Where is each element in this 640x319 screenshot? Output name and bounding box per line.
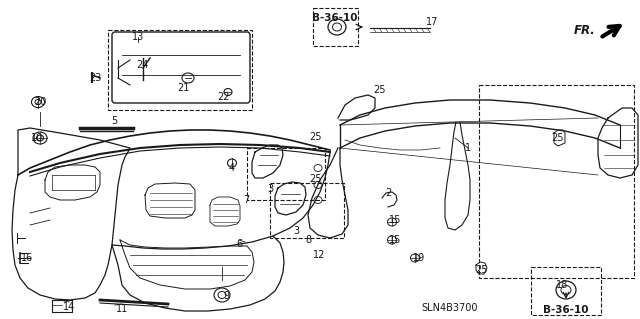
Bar [313, 8, 358, 46]
Text: 5: 5 [111, 116, 117, 126]
Bar [247, 148, 325, 200]
Text: 25: 25 [374, 85, 387, 95]
Text: 9: 9 [223, 291, 229, 301]
Bar [531, 267, 601, 315]
Text: 7: 7 [243, 195, 249, 205]
Text: 10: 10 [31, 133, 43, 143]
Text: 23: 23 [89, 73, 101, 83]
Text: 13: 13 [132, 32, 144, 42]
Text: 25: 25 [308, 174, 321, 184]
Text: 18: 18 [556, 280, 568, 290]
Text: 17: 17 [426, 17, 438, 27]
Text: 6: 6 [236, 239, 242, 249]
Text: 15: 15 [389, 215, 401, 225]
Text: 21: 21 [177, 83, 189, 93]
Bar [270, 183, 344, 238]
Text: 4: 4 [229, 163, 235, 173]
Text: 25: 25 [308, 132, 321, 142]
Text: 16: 16 [21, 253, 33, 263]
Text: 3: 3 [293, 226, 299, 236]
Text: 15: 15 [389, 235, 401, 245]
Text: FR.: FR. [573, 24, 595, 36]
Text: 11: 11 [116, 304, 128, 314]
Text: 2: 2 [385, 188, 391, 198]
Text: 25: 25 [552, 133, 564, 143]
Text: 8: 8 [305, 235, 311, 245]
Text: 22: 22 [218, 92, 230, 102]
Text: 19: 19 [413, 253, 425, 263]
Text: 1: 1 [465, 143, 471, 153]
Text: 24: 24 [136, 60, 148, 70]
Text: 25: 25 [475, 265, 487, 275]
Text: 3: 3 [267, 184, 273, 194]
Text: 14: 14 [63, 302, 75, 312]
Bar [479, 85, 634, 278]
Text: B-36-10: B-36-10 [543, 305, 589, 315]
Text: 20: 20 [34, 97, 46, 107]
Text: SLN4B3700: SLN4B3700 [422, 303, 478, 313]
Text: B-36-10: B-36-10 [312, 13, 358, 23]
Bar [108, 30, 252, 110]
Text: 12: 12 [313, 250, 325, 260]
